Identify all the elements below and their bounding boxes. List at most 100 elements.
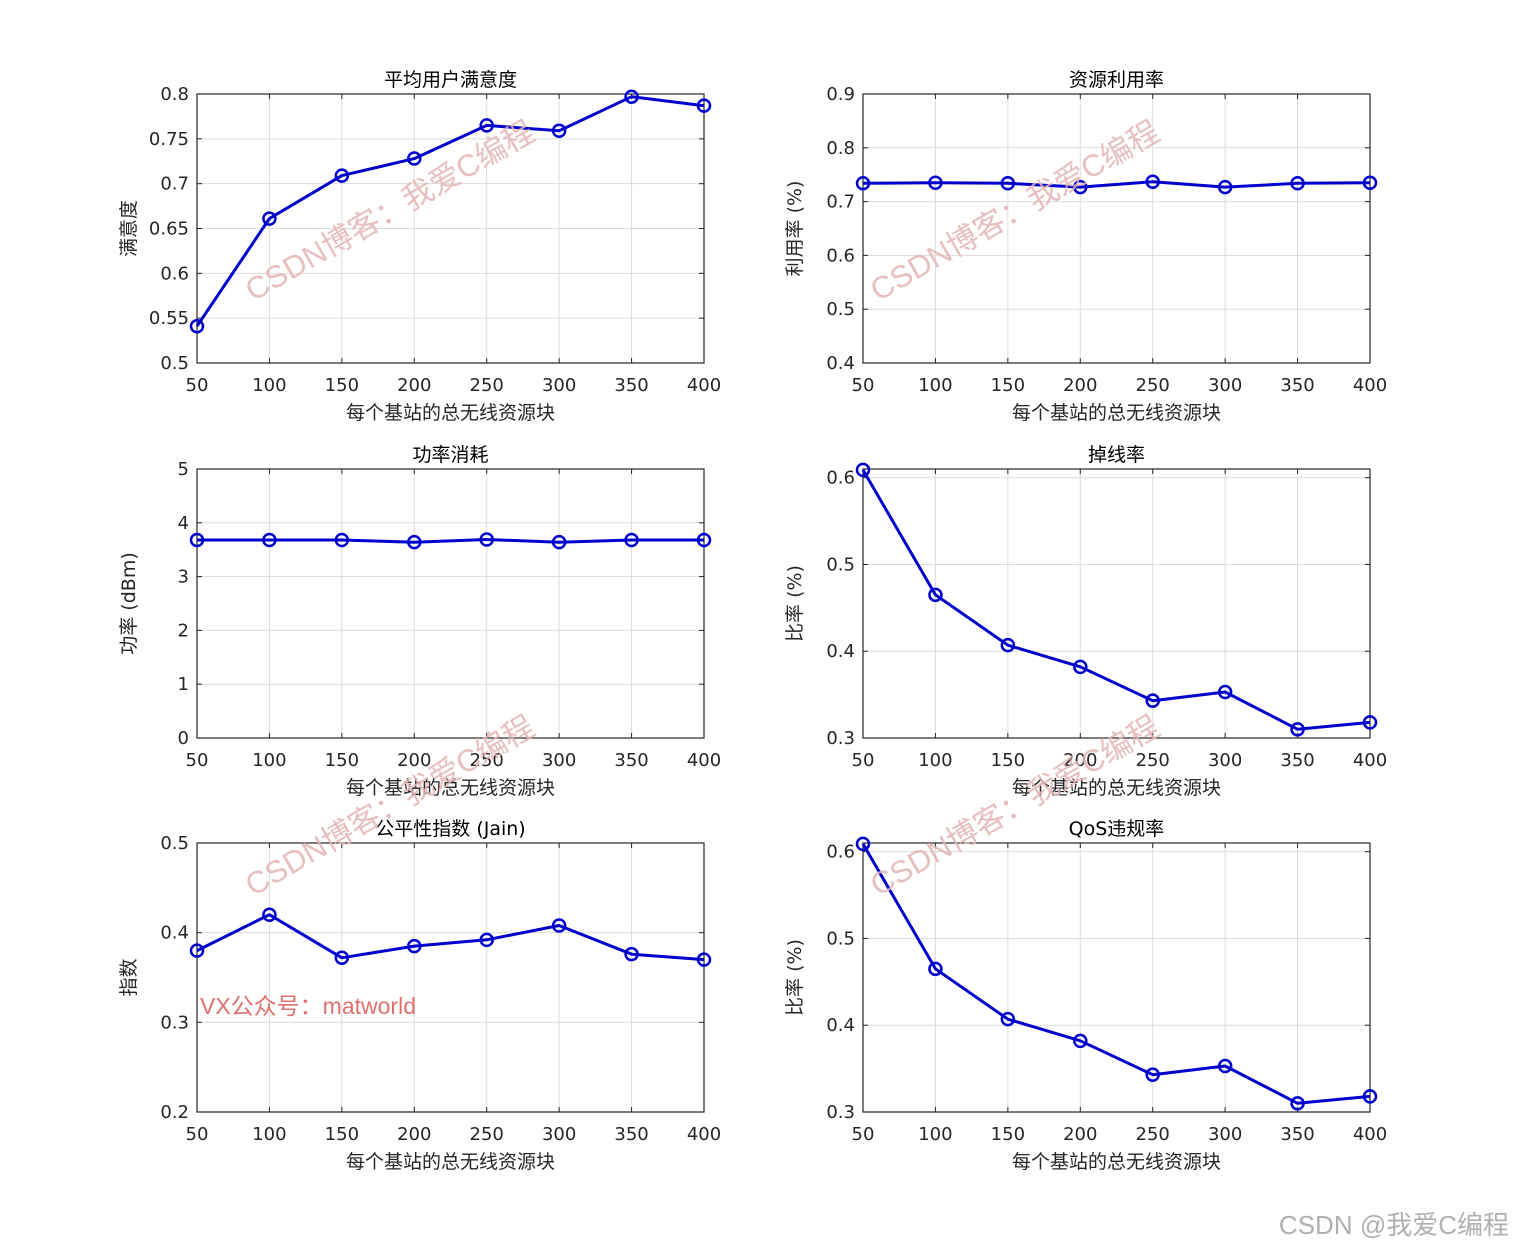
y-tick-label: 0.5 (826, 928, 855, 949)
data-point-marker (407, 534, 422, 550)
data-point-marker (1362, 1089, 1378, 1104)
data-point-marker (189, 943, 205, 958)
x-tick-label: 250 (1136, 750, 1170, 771)
y-tick-label: 0.6 (826, 468, 855, 489)
x-tick-label: 150 (991, 750, 1025, 771)
data-point-marker (1000, 637, 1016, 653)
x-axis-label: 每个基站的总无线资源块 (1012, 777, 1221, 799)
series-line (195, 95, 705, 328)
data-point-marker (1290, 722, 1305, 737)
data-point-marker (1145, 174, 1160, 189)
x-tick-label: 150 (991, 1124, 1025, 1145)
x-tick-label: 100 (918, 1124, 952, 1145)
data-point-marker (624, 532, 639, 548)
x-tick-label: 400 (1353, 375, 1387, 396)
y-tick-label: 0.8 (826, 138, 855, 159)
data-point-marker (334, 168, 350, 183)
y-tick-label: 0.75 (149, 129, 189, 150)
x-tick-label: 300 (1208, 1124, 1242, 1145)
data-point-marker (551, 534, 567, 550)
data-point-marker (855, 462, 871, 478)
data-point-marker (855, 836, 871, 852)
x-tick-label: 50 (852, 1124, 875, 1145)
series-line (196, 913, 705, 962)
data-point-marker (1073, 1033, 1088, 1049)
x-axis-label: 每个基站的总无线资源块 (346, 402, 555, 424)
y-tick-label: 0.3 (160, 1012, 189, 1033)
x-axis-label: 每个基站的总无线资源块 (1012, 1151, 1221, 1173)
x-tick-label: 300 (542, 750, 576, 771)
chart-panel-3: 50 100 150 200 250 300 350 400 0 1 2 3 4 5 功率消耗每个基站的总无… (118, 444, 721, 799)
y-tick-label: 0.65 (149, 219, 189, 240)
vx-watermark: VX公众号：matworld (200, 993, 416, 1019)
y-tick-label: 0.6 (826, 245, 855, 266)
chart-panel-1: 50 100 150 200 250 300 350 400 0.5 0.55 0.6 0.65 0.7… (118, 69, 721, 424)
data-point-marker (1217, 684, 1233, 700)
chart-title: 掉线率 (1088, 444, 1145, 466)
x-tick-label: 400 (1353, 750, 1387, 771)
y-axis-label: 比率 (%) (784, 939, 806, 1016)
data-point-marker (855, 176, 871, 191)
x-tick-label: 350 (614, 750, 648, 771)
y-tick-label: 0.3 (826, 728, 855, 749)
y-tick-label: 0.4 (826, 641, 855, 662)
data-point-marker (1362, 715, 1378, 730)
x-tick-label: 300 (1208, 750, 1242, 771)
data-point-marker (262, 211, 277, 226)
x-tick-label: 100 (252, 1124, 286, 1145)
chart-panel-5: 50 100 150 200 250 300 350 400 0.2 0.3 0.4 0.5 公平性指数… (118, 818, 721, 1173)
series-line (861, 469, 1371, 731)
data-point-marker (1145, 693, 1160, 708)
x-tick-label: 400 (687, 750, 721, 771)
y-tick-label: 0 (178, 728, 189, 749)
y-axis-label: 比率 (%) (784, 565, 806, 642)
data-point-marker (189, 318, 205, 334)
x-tick-label: 200 (1063, 1124, 1097, 1145)
data-point-marker (696, 98, 712, 113)
data-point-marker (262, 532, 277, 548)
x-tick-label: 150 (325, 750, 359, 771)
y-tick-label: 0.9 (826, 84, 855, 105)
plot-area (197, 469, 704, 738)
y-tick-label: 0.8 (160, 84, 189, 105)
data-point-marker (407, 938, 422, 954)
x-tick-label: 200 (397, 750, 431, 771)
y-tick-label: 0.55 (149, 308, 189, 329)
axes-box (862, 93, 1371, 364)
y-tick-label: 3 (178, 567, 189, 588)
data-point-marker (1217, 179, 1233, 195)
y-tick-label: 5 (178, 459, 189, 480)
x-tick-label: 250 (470, 375, 504, 396)
y-tick-label: 0.5 (160, 353, 189, 374)
x-tick-label: 250 (470, 750, 504, 771)
x-tick-label: 300 (542, 375, 576, 396)
data-point-marker (1000, 176, 1016, 191)
data-point-marker (696, 532, 712, 548)
chart-panel-4: 50 100 150 200 250 300 350 400 0.3 0.4 0.5 0.6 掉线率每个… (784, 444, 1387, 799)
data-point-marker (1217, 1058, 1233, 1074)
axes-box (862, 468, 1371, 739)
data-point-marker (479, 532, 494, 547)
x-tick-label: 200 (1063, 375, 1097, 396)
data-point-marker (551, 918, 567, 933)
x-tick-label: 350 (1280, 1124, 1314, 1145)
x-tick-label: 200 (1063, 750, 1097, 771)
data-point-marker (928, 587, 943, 603)
x-axis-label: 每个基站的总无线资源块 (1012, 402, 1221, 424)
y-tick-label: 0.4 (826, 1015, 855, 1036)
chart-title: 资源利用率 (1069, 69, 1164, 91)
chart-title: 功率消耗 (412, 444, 488, 466)
axes-box (862, 842, 1371, 1113)
data-point-marker (1290, 176, 1305, 191)
series-line (861, 843, 1371, 1105)
x-tick-label: 250 (1136, 375, 1170, 396)
x-tick-label: 50 (186, 1124, 209, 1145)
data-point-marker (624, 89, 639, 104)
x-tick-label: 150 (325, 1124, 359, 1145)
chart-title: QoS违规率 (1069, 818, 1165, 840)
x-tick-label: 350 (614, 1124, 648, 1145)
x-tick-label: 400 (687, 1124, 721, 1145)
chart-title: 平均用户满意度 (384, 69, 517, 91)
data-point-marker (696, 952, 712, 967)
